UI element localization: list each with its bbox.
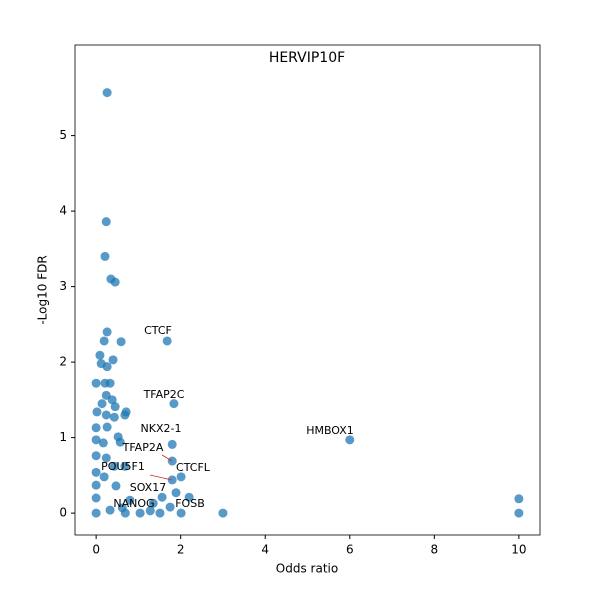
point — [105, 378, 115, 388]
point — [514, 508, 524, 518]
point — [99, 336, 109, 346]
point — [98, 438, 108, 448]
plot-frame — [74, 44, 541, 536]
point — [101, 410, 111, 420]
point — [102, 88, 112, 98]
point — [120, 461, 130, 471]
point — [162, 336, 172, 346]
point — [148, 498, 158, 508]
x-tick-label: 10 — [511, 543, 526, 557]
annotation: NANOG — [113, 497, 154, 510]
y-tick-label: 4 — [59, 204, 67, 218]
point — [120, 508, 130, 518]
point — [165, 502, 175, 512]
annotation: POU5F1 — [101, 460, 145, 473]
point — [100, 251, 110, 261]
point — [145, 506, 155, 516]
annotation: HMBOX1 — [306, 424, 354, 437]
point — [102, 362, 112, 372]
point — [109, 461, 119, 471]
point — [125, 495, 135, 505]
point — [110, 277, 120, 287]
point — [99, 472, 109, 482]
point — [167, 456, 177, 466]
y-tick-label: 5 — [59, 128, 67, 142]
annotation-leader — [161, 454, 173, 462]
point — [218, 508, 228, 518]
point — [95, 350, 105, 360]
point — [157, 492, 167, 502]
point — [101, 217, 111, 227]
annotation: TFAP2C — [143, 388, 185, 401]
point — [107, 395, 117, 405]
point — [167, 475, 177, 485]
x-tick-label: 6 — [346, 543, 354, 557]
point — [176, 508, 186, 518]
point — [91, 467, 101, 477]
point — [97, 399, 107, 409]
y-axis-label: -Log10 FDR — [36, 255, 50, 324]
y-tick-label: 3 — [59, 279, 67, 293]
point — [102, 327, 112, 337]
x-axis-label: Odds ratio — [276, 562, 338, 576]
point — [115, 437, 125, 447]
point — [167, 439, 177, 449]
point — [120, 410, 130, 420]
annotation: NKX2-1 — [141, 422, 182, 435]
point — [109, 412, 119, 422]
point — [169, 399, 179, 409]
annotation: TFAP2A — [122, 441, 164, 454]
x-tick-label: 4 — [261, 543, 269, 557]
point — [171, 488, 181, 498]
y-tick-label: 0 — [59, 506, 67, 520]
point — [176, 472, 186, 482]
annotation: CTCFL — [176, 461, 211, 474]
point — [345, 435, 355, 445]
point — [184, 492, 194, 502]
point — [105, 505, 115, 515]
annotation: SOX17 — [130, 481, 166, 494]
point — [91, 493, 101, 503]
point — [116, 337, 126, 347]
point — [91, 508, 101, 518]
point — [110, 402, 120, 412]
annotation: FOSB — [175, 497, 205, 510]
annotation-leader — [149, 474, 173, 481]
point — [111, 481, 121, 491]
point — [91, 435, 101, 445]
y-tick-label: 2 — [59, 355, 67, 369]
point — [91, 451, 101, 461]
x-tick-label: 2 — [177, 543, 185, 557]
point — [91, 423, 101, 433]
point — [92, 407, 102, 417]
annotation: CTCF — [144, 324, 172, 337]
point — [155, 508, 165, 518]
chart-title: HERVIP10F — [269, 50, 345, 66]
y-tick-label: 1 — [59, 430, 67, 444]
point — [91, 480, 101, 490]
point — [102, 422, 112, 432]
point — [101, 453, 111, 463]
x-tick-label: 0 — [92, 543, 100, 557]
point — [91, 378, 101, 388]
point — [514, 494, 524, 504]
x-tick-label: 8 — [430, 543, 438, 557]
point — [108, 355, 118, 365]
point — [135, 508, 145, 518]
